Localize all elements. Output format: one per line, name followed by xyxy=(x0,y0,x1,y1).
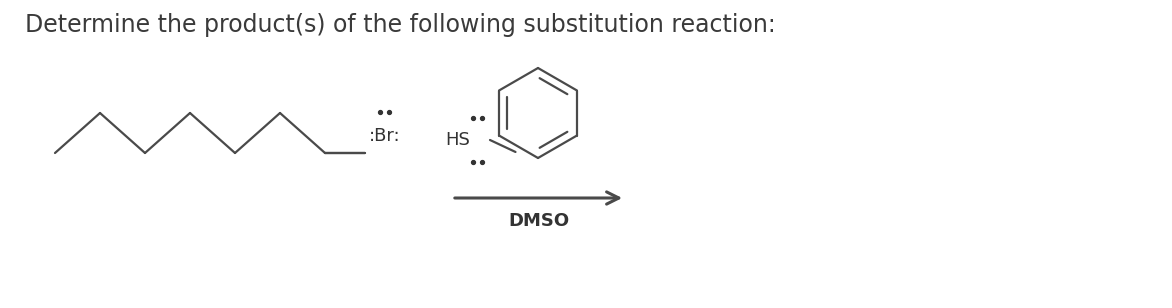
Text: :Br:: :Br: xyxy=(369,127,401,145)
Text: Determine the product(s) of the following substitution reaction:: Determine the product(s) of the followin… xyxy=(25,13,776,37)
Text: DMSO: DMSO xyxy=(507,212,570,230)
Text: HS: HS xyxy=(445,131,470,149)
